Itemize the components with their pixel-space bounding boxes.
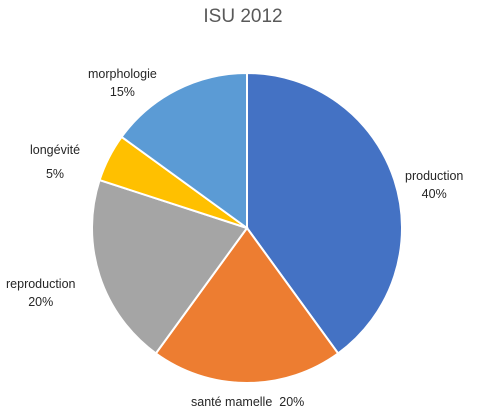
label-production: production 40% [405,167,463,203]
pie-slice-morphologie [120,71,248,230]
pie-slice-sante-mamelle [154,226,340,384]
label-reproduction-name: reproduction [6,277,76,291]
label-longevite-value: 5% [45,167,65,181]
label-reproduction-value: 20% [28,295,54,309]
chart-title: ISU 2012 [203,6,283,27]
pie-slice-production [246,71,403,355]
label-sante-mamelle: santé mamelle 20% [191,393,304,411]
label-reproduction: reproduction 20% [6,275,76,311]
label-production-name: production [405,169,464,183]
label-longevite-name: longévité [30,143,81,157]
label-morphologie: morphologie 15% [88,65,157,101]
label-longevite: longévité 5% [30,141,80,183]
label-production-value: 40% [421,187,447,201]
label-sante-mamelle-value: 20% [279,395,305,409]
label-sante-mamelle-name: santé mamelle [191,395,273,409]
pie-slice-reproduction [91,178,249,355]
label-morphologie-value: 15% [109,85,135,99]
label-morphologie-name: morphologie [88,67,157,81]
